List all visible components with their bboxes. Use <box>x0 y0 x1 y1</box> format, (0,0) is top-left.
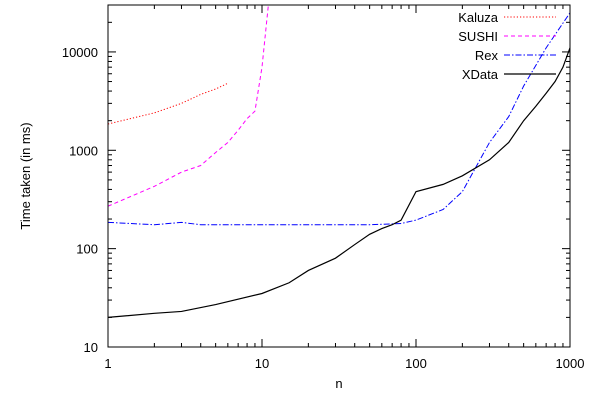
legend-label-xdata: XData <box>462 67 499 82</box>
x-tick-label: 10 <box>255 356 269 371</box>
x-tick-label: 1 <box>104 356 111 371</box>
x-tick-label: 1000 <box>556 356 585 371</box>
y-tick-label: 10000 <box>62 45 98 60</box>
legend-label-kaluza: Kaluza <box>458 10 499 25</box>
legend-label-rex: Rex <box>475 48 499 63</box>
series-line-rex <box>108 12 570 226</box>
x-tick-label: 100 <box>405 356 427 371</box>
series-line-sushi <box>108 5 269 207</box>
y-tick-label: 10 <box>84 340 98 355</box>
y-axis: 10 100 1000 10000 <box>62 4 570 355</box>
plot-frame <box>107 4 571 348</box>
x-axis-label: n <box>335 376 342 391</box>
y-axis-label: Time taken (in ms) <box>18 122 33 229</box>
plot-series <box>108 5 570 318</box>
y-tick-label: 100 <box>76 242 98 257</box>
series-line-kaluza <box>108 82 229 125</box>
series-line-xdata <box>108 47 570 318</box>
y-tick-label: 1000 <box>69 143 98 158</box>
legend: Kaluza SUSHI Rex XData <box>458 10 556 82</box>
x-axis: 1 10 100 1000 <box>104 5 584 371</box>
legend-label-sushi: SUSHI <box>458 29 498 44</box>
